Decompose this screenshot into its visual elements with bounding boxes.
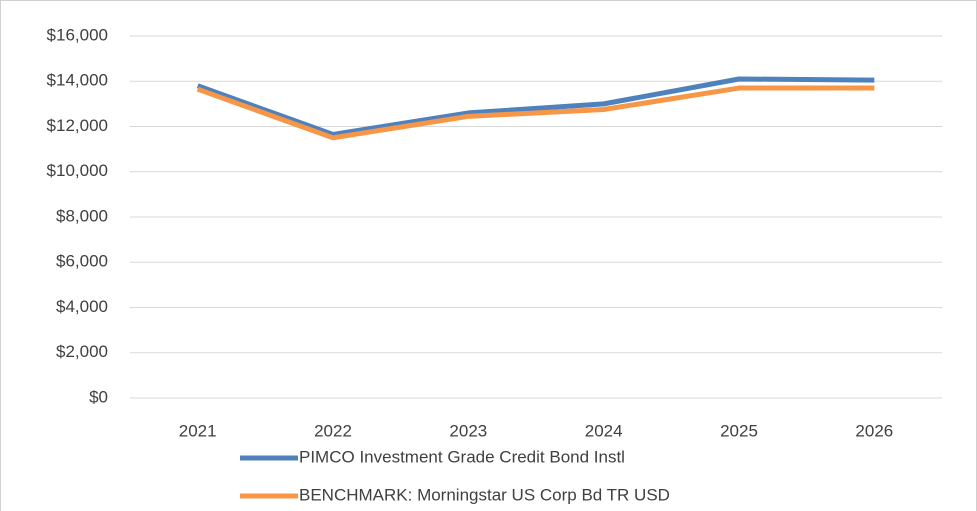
y-tick-label: $0 (89, 387, 108, 406)
legend-label: BENCHMARK: Morningstar US Corp Bd TR USD (299, 485, 670, 504)
y-tick-label: $10,000 (47, 161, 108, 180)
y-tick-label: $2,000 (56, 342, 108, 361)
x-tick-label: 2025 (720, 421, 758, 440)
x-tick-label: 2022 (314, 421, 352, 440)
y-tick-label: $8,000 (56, 206, 108, 225)
x-tick-label: 2021 (179, 421, 217, 440)
legend-label: PIMCO Investment Grade Credit Bond Instl (299, 447, 625, 466)
y-tick-label: $16,000 (47, 25, 108, 44)
y-tick-label: $4,000 (56, 297, 108, 316)
x-tick-label: 2023 (449, 421, 487, 440)
y-tick-label: $12,000 (47, 116, 108, 135)
y-tick-label: $14,000 (47, 71, 108, 90)
series-line (196, 76, 875, 137)
x-tick-label: 2024 (585, 421, 623, 440)
x-tick-label: 2026 (855, 421, 893, 440)
y-tick-label: $6,000 (56, 252, 108, 271)
series-line (196, 85, 875, 141)
